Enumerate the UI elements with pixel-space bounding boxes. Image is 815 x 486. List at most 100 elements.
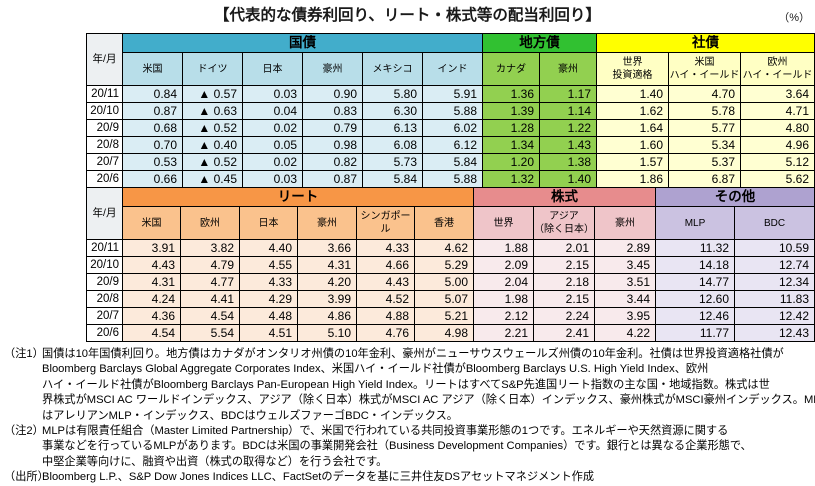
value-cell: 5.91 [422,85,483,103]
value-cell: 4.40 [239,239,298,257]
value-cell: 12.34 [734,273,815,291]
unit-label: （%） [778,12,810,24]
value-cell: 12.43 [734,324,815,342]
value-cell: 4.31 [122,273,181,291]
reit-equity-yield-table: 年/月 リート 株式 その他 米国 欧州 日本 豪州 シンガポール 香港 世界 … [86,187,815,342]
column-header: アジア （除く日本） [533,206,595,240]
row-label: 20/8 [86,136,123,154]
value-cell: 14.77 [655,273,735,291]
footnotes: （注1） 国債は10年国債利回り。地方債はカナダがオンタリオ州債の10年金利、豪… [4,347,815,486]
value-cell: 2.24 [533,307,595,325]
value-cell: 5.54 [180,324,240,342]
value-cell: 5.78 [668,102,741,120]
value-cell: 1.28 [482,119,540,137]
value-cell: 5.62 [740,170,815,188]
value-cell: 5.12 [740,153,815,171]
row-label: 20/9 [86,119,123,137]
value-cell: 0.84 [122,85,183,103]
value-cell: 4.62 [414,239,474,257]
group-header-row: 年/月 国債 地方債 社債 [86,33,815,86]
column-header: 米国 ハイ・イールド [668,52,741,86]
value-cell: 5.80 [362,85,423,103]
row-label: 20/10 [86,256,123,274]
value-cell: ▲ 0.63 [182,102,243,120]
value-cell: 6.02 [422,119,483,137]
value-cell: 2.89 [594,239,656,257]
value-cell: 3.99 [297,290,357,308]
value-cell: 12.46 [655,307,735,325]
value-cell: 2.15 [533,256,595,274]
column-header: 世界 投資適格 [596,52,669,86]
value-cell: 0.83 [302,102,363,120]
value-cell: 11.83 [734,290,815,308]
column-header: 豪州 [539,52,597,86]
value-cell: 4.66 [356,256,415,274]
value-cell: 0.70 [122,136,183,154]
value-cell: 12.74 [734,256,815,274]
value-cell: 4.55 [239,256,298,274]
value-cell: 1.60 [596,136,669,154]
value-cell: 4.77 [180,273,240,291]
corner-cell: 年/月 [86,187,123,240]
note-text: MLPは有限責任組合（Master Limited Partnership）で、… [42,425,729,438]
table-row: 20/10 0.87 ▲ 0.63 0.04 0.83 6.30 5.88 1.39 1.14 1… [86,102,815,120]
value-cell: 5.77 [668,119,741,137]
note-text: ハイ・イールド社債がBloomberg Barclays Pan-Europea… [42,378,770,391]
column-header-row: 米国 ドイツ 日本 豪州 メキシコ インド カナダ 豪州 世界 投資適格 米国 … [87,52,815,86]
value-cell: 0.02 [242,119,303,137]
value-cell: 11.32 [655,239,735,257]
column-header: 日本 [242,52,303,86]
table-row: 20/8 0.70 ▲ 0.40 0.05 0.98 6.08 6.12 1.34 1.43 1.… [86,136,815,154]
value-cell: 2.04 [473,273,534,291]
note-label: （出所） [4,471,49,484]
value-cell: 4.86 [297,307,357,325]
group-header-equity: 株式 [473,187,656,207]
value-cell: 5.84 [422,153,483,171]
column-header: 豪州 [297,206,357,240]
value-cell: 4.43 [356,273,415,291]
group-header-other: その他 [655,187,815,207]
value-cell: 1.36 [482,85,540,103]
bond-yield-table: 年/月 国債 地方債 社債 米国 ドイツ 日本 豪州 メキシコ インド カナダ … [86,33,815,188]
value-cell: 0.03 [242,170,303,188]
corner-cell: 年/月 [86,33,123,86]
value-cell: 5.21 [414,307,474,325]
value-cell: 4.88 [356,307,415,325]
group-header-row: 年/月 リート 株式 その他 [86,187,815,240]
value-cell: 4.98 [414,324,474,342]
value-cell: 2.12 [473,307,534,325]
value-cell: 4.43 [122,256,181,274]
value-cell: 6.08 [362,136,423,154]
group-header-government-bonds: 国債 [122,33,483,53]
value-cell: 5.88 [422,102,483,120]
table-row: 20/7 4.36 4.54 4.48 4.86 4.88 5.21 2.12 2.24 3.95… [86,307,815,325]
value-cell: 0.82 [302,153,363,171]
row-label: 20/7 [86,153,123,171]
value-cell: 12.42 [734,307,815,325]
value-cell: 1.43 [539,136,597,154]
value-cell: 1.98 [473,290,534,308]
value-cell: 1.20 [482,153,540,171]
note-2: （注2） MLPは有限責任組合（Master Limited Partnersh… [4,424,812,470]
value-cell: 0.79 [302,119,363,137]
table-row: 20/11 3.91 3.82 4.40 3.66 4.33 4.62 1.88 2.01 2.8… [86,239,815,257]
value-cell: 1.40 [596,85,669,103]
value-cell: 14.18 [655,256,735,274]
note-text: 国債は10年国債利回り。地方債はカナダがオンタリオ州債の10年金利、豪州がニュー… [42,348,784,360]
value-cell: 4.36 [122,307,181,325]
value-cell: 5.10 [297,324,357,342]
note-1: （注1） 国債は10年国債利回り。地方債はカナダがオンタリオ州債の10年金利、豪… [4,347,815,424]
row-label: 20/10 [86,102,123,120]
value-cell: 4.29 [239,290,298,308]
value-cell: 1.34 [482,136,540,154]
value-cell: 5.37 [668,153,741,171]
value-cell: 0.68 [122,119,183,137]
value-cell: 0.02 [242,153,303,171]
value-cell: 3.51 [594,273,656,291]
value-cell: ▲ 0.52 [182,153,243,171]
value-cell: 4.54 [180,307,240,325]
value-cell: 1.14 [539,102,597,120]
value-cell: 5.29 [414,256,474,274]
column-header: シンガポール [356,206,415,240]
value-cell: 3.82 [180,239,240,257]
